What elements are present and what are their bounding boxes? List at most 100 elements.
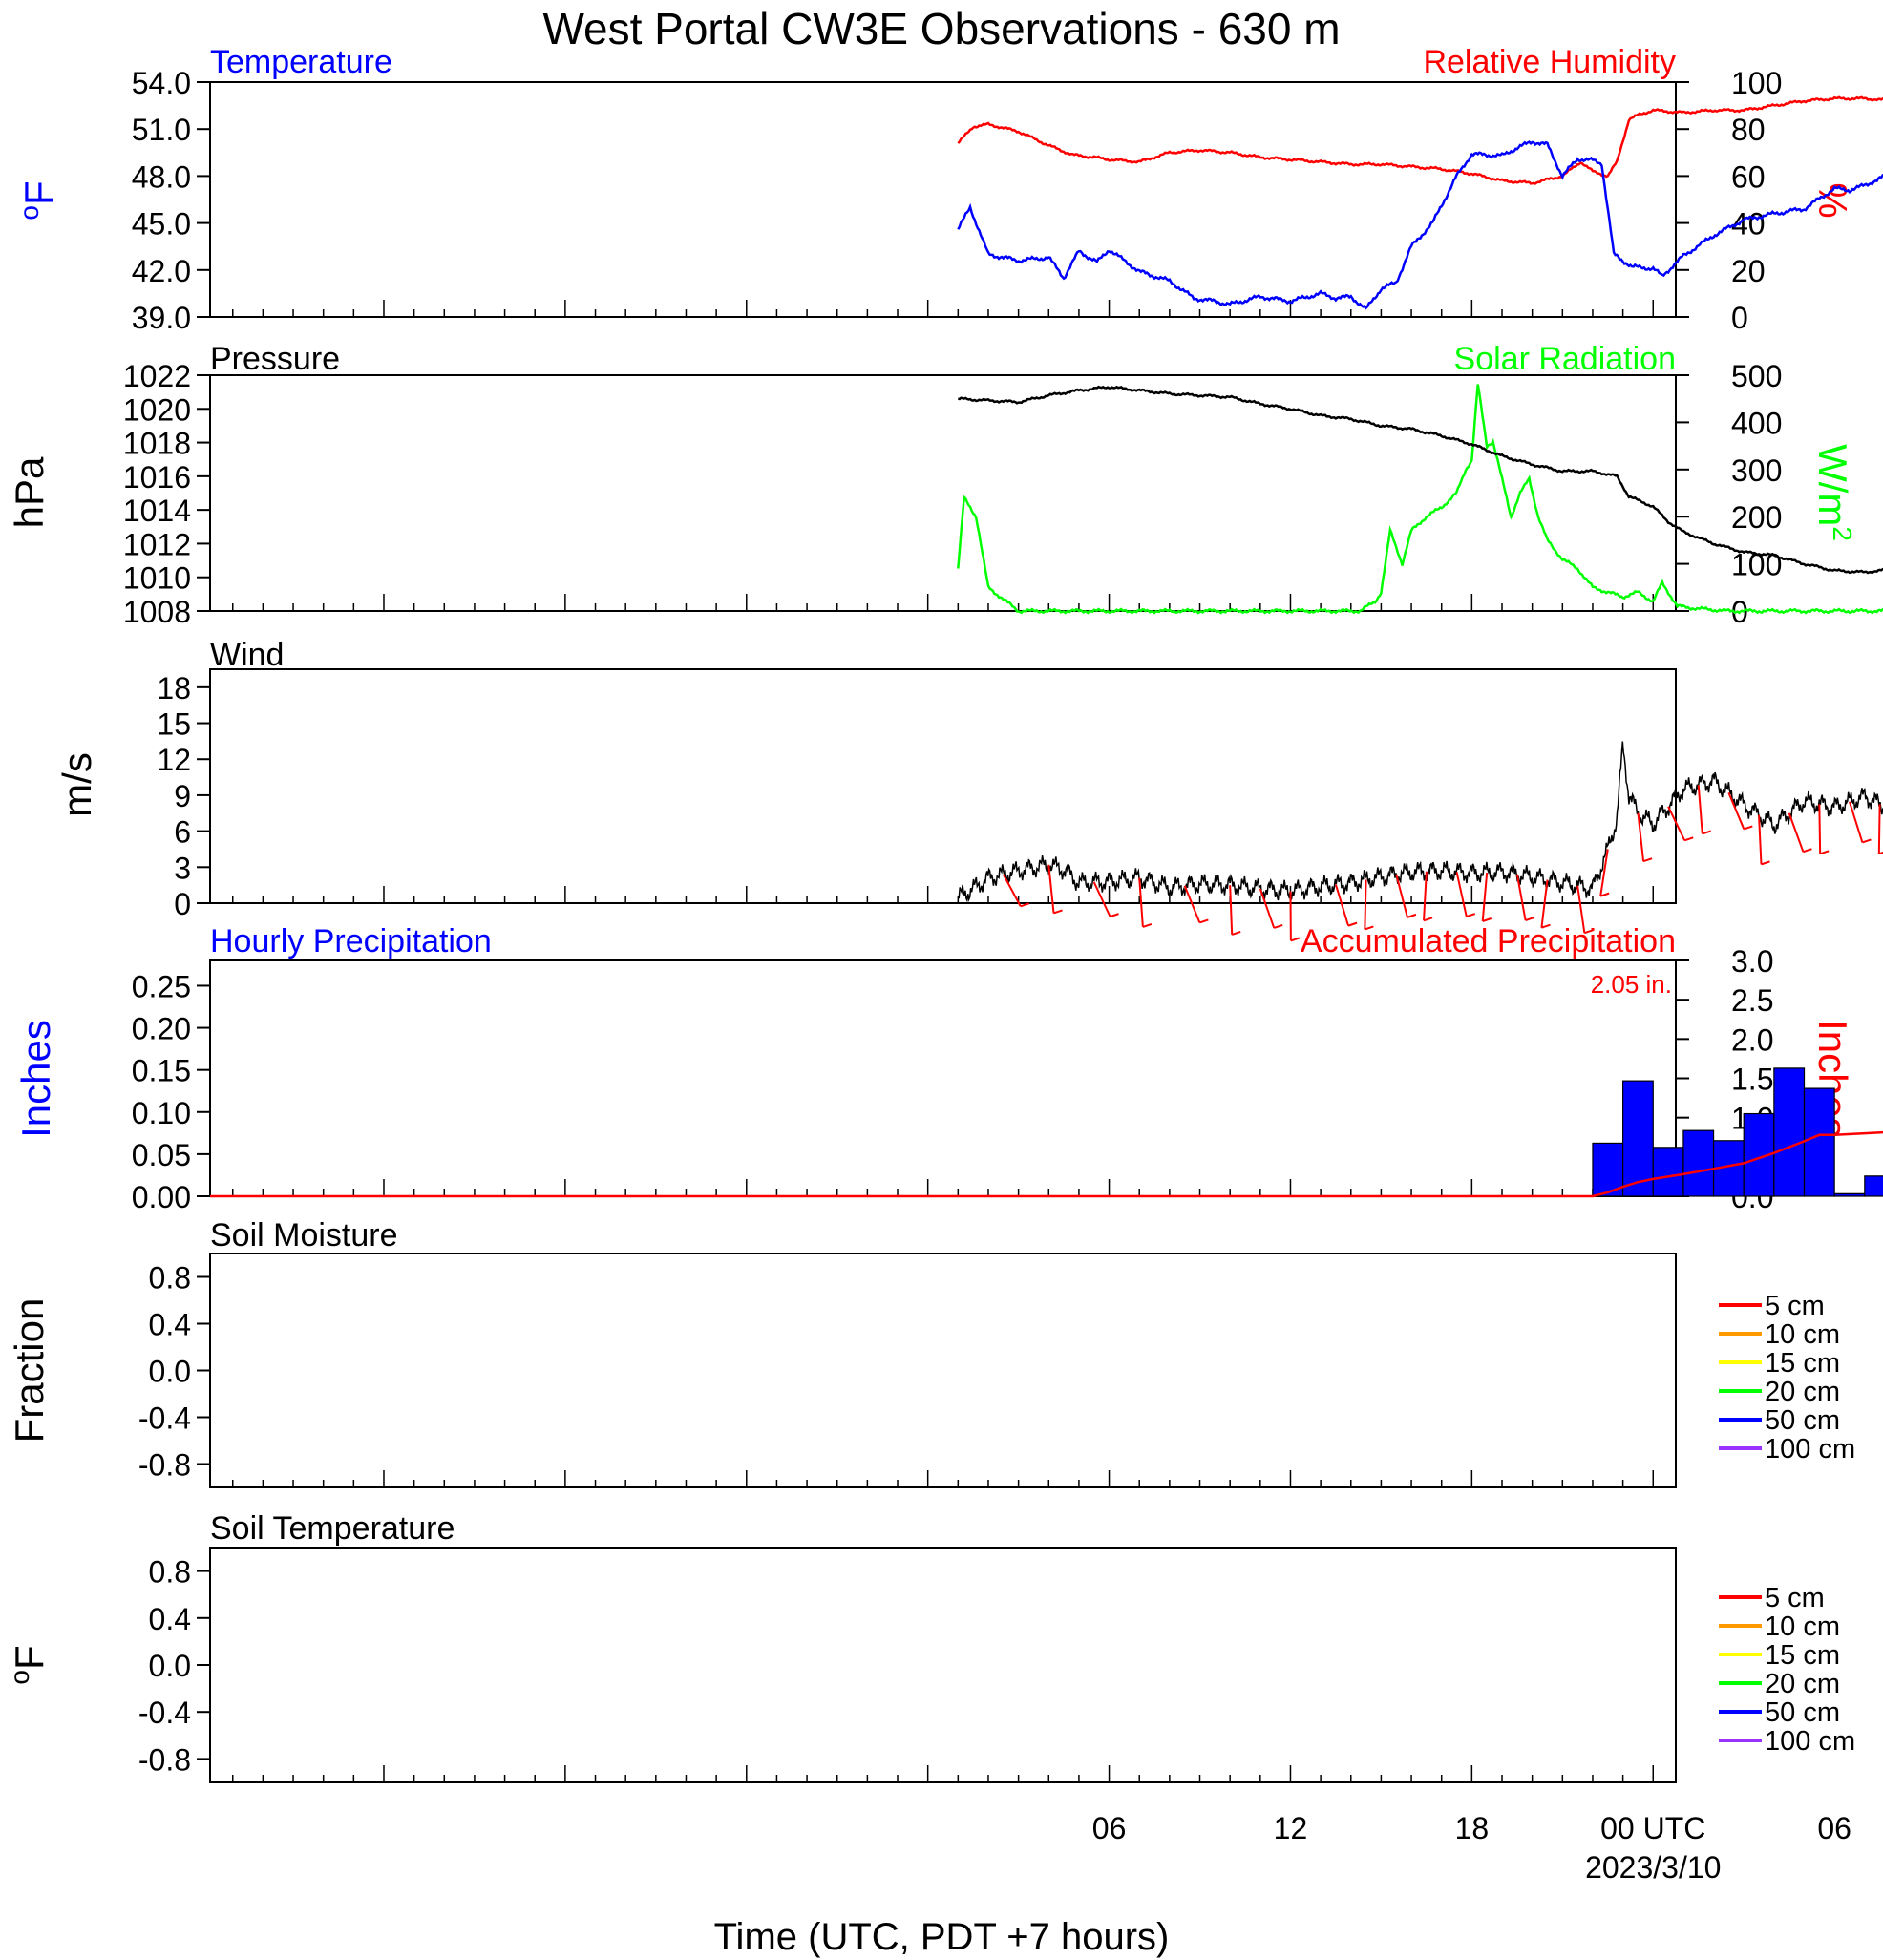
y-right-tick-label: 300 bbox=[1731, 453, 1782, 488]
hourly-precip-bar bbox=[1864, 1175, 1883, 1197]
wind-barb bbox=[1423, 871, 1428, 921]
wind-barb-flag bbox=[1466, 913, 1476, 918]
y-tick-label: 18 bbox=[157, 671, 191, 706]
solar-series-line bbox=[957, 384, 1883, 615]
wind-barb-flag bbox=[1642, 857, 1653, 863]
y-right-tick-label: 60 bbox=[1731, 159, 1766, 194]
soil-temp-axis-label: oF bbox=[5, 1645, 53, 1684]
y-tick-label: 6 bbox=[174, 815, 191, 850]
humidity-series-line bbox=[957, 95, 1883, 185]
y-tick-label: 1008 bbox=[123, 595, 191, 629]
solar-axis-label: W/m2 bbox=[1810, 444, 1858, 541]
y-tick-label: 0 bbox=[174, 887, 191, 921]
pressure-axis-label: hPa bbox=[7, 456, 52, 528]
wind-barb bbox=[1481, 872, 1489, 922]
y-tick-label: 1014 bbox=[123, 494, 191, 528]
legend-label: 10 cm bbox=[1765, 1612, 1840, 1642]
wind-barb bbox=[1576, 885, 1586, 934]
y-tick-label: 0.10 bbox=[132, 1096, 191, 1130]
y-tick-label: 48.0 bbox=[132, 159, 191, 194]
wind-barb bbox=[1138, 877, 1144, 928]
y-tick-label: -0.4 bbox=[138, 1402, 191, 1436]
wind-barb-flag bbox=[1584, 929, 1594, 935]
wind-barb-flag bbox=[1231, 931, 1241, 936]
wind-series-line bbox=[957, 741, 1883, 903]
wind-barb-flag bbox=[1407, 913, 1417, 918]
y-tick-label: 12 bbox=[157, 743, 191, 777]
wind-barb-flag bbox=[1110, 913, 1119, 918]
wind-barb bbox=[1667, 806, 1686, 841]
wind-barb-flag bbox=[1347, 921, 1358, 927]
legend-label: 50 cm bbox=[1765, 1697, 1840, 1728]
plot-frame bbox=[209, 668, 1677, 904]
figure-title: West Portal CW3E Observations - 630 m bbox=[542, 4, 1340, 53]
y-tick-label: 0.4 bbox=[149, 1602, 191, 1636]
legend-label: 5 cm bbox=[1765, 1583, 1825, 1613]
soil-moisture-title: Soil Moisture bbox=[210, 1217, 398, 1254]
precipitation-panel: 0.000.050.100.150.200.250.00.51.01.52.02… bbox=[13, 923, 1883, 1214]
y-tick-label: 0.4 bbox=[149, 1308, 191, 1342]
wind-barb-flag bbox=[1761, 860, 1770, 866]
x-tick-label: 06 bbox=[1817, 1811, 1851, 1845]
accum-precip-line bbox=[210, 1130, 1883, 1198]
y-right-tick-label: 1.5 bbox=[1731, 1063, 1773, 1097]
wind-axis-label: m/s bbox=[54, 752, 99, 817]
temperature-series-line bbox=[957, 140, 1883, 310]
wind-barb bbox=[1092, 881, 1111, 917]
y-tick-label: 0.20 bbox=[132, 1012, 191, 1046]
y-right-tick-label: 500 bbox=[1731, 359, 1782, 393]
wind-barb bbox=[1877, 804, 1881, 854]
legend-label: 100 cm bbox=[1765, 1726, 1855, 1757]
fraction-axis-label: Fraction bbox=[7, 1298, 52, 1444]
wind-barb-flag bbox=[1819, 850, 1830, 855]
y-tick-label: 1010 bbox=[123, 561, 191, 596]
x-tick-label: 12 bbox=[1274, 1811, 1308, 1845]
y-tick-label: 0.15 bbox=[132, 1054, 191, 1088]
hourly-precip-title: Hourly Precipitation bbox=[210, 923, 492, 959]
x-tick-label: 06 bbox=[1092, 1811, 1127, 1845]
y-tick-label: 45.0 bbox=[132, 207, 191, 242]
temperature-title: Temperature bbox=[210, 44, 392, 80]
humidity-title: Relative Humidity bbox=[1423, 44, 1676, 80]
plot-frame bbox=[209, 81, 1677, 318]
solar-title: Solar Radiation bbox=[1454, 341, 1676, 377]
y-tick-label: 3 bbox=[174, 851, 191, 885]
y-tick-label: 54.0 bbox=[132, 66, 191, 100]
wind-barb-flag bbox=[1744, 825, 1753, 831]
y-tick-label: 1020 bbox=[123, 392, 191, 427]
legend-label: 10 cm bbox=[1765, 1319, 1840, 1350]
x-tick-label: 00 UTC bbox=[1600, 1811, 1705, 1845]
wind-barb bbox=[1849, 801, 1864, 843]
wind-barb bbox=[1727, 792, 1745, 830]
wind-barb bbox=[1047, 864, 1055, 914]
legend-label: 100 cm bbox=[1765, 1434, 1855, 1465]
y-tick-label: -0.4 bbox=[138, 1696, 191, 1730]
soil-moisture-panel: -0.8 -0.4 0.0 0.4 0.8 Soil Moisture Fraction 5 … bbox=[7, 1217, 1855, 1488]
y-tick-label: 0.05 bbox=[132, 1138, 191, 1172]
x-date-label: 2023/3/10 bbox=[1585, 1850, 1721, 1885]
x-tick-label: 18 bbox=[1455, 1811, 1490, 1845]
wind-barb-flag bbox=[1541, 923, 1551, 929]
y-tick-label: 0.0 bbox=[149, 1649, 191, 1683]
pressure-series-line bbox=[958, 385, 1883, 575]
soil-temperature-title: Soil Temperature bbox=[210, 1510, 455, 1547]
y-tick-label: -0.8 bbox=[138, 1742, 191, 1777]
wind-barb-flag bbox=[1423, 917, 1433, 922]
y-tick-label: 0.0 bbox=[149, 1355, 191, 1389]
wind-barb bbox=[1540, 879, 1549, 928]
y-tick-label: 9 bbox=[174, 779, 191, 813]
wind-barb-flag bbox=[1142, 923, 1153, 928]
y-right-tick-label: 200 bbox=[1731, 500, 1782, 535]
x-axis-label: Time (UTC, PDT +7 hours) bbox=[714, 1916, 1170, 1958]
y-right-tick-label: 80 bbox=[1731, 113, 1766, 147]
wind-barb-flag bbox=[1803, 848, 1812, 854]
wind-barb-flag bbox=[1273, 923, 1283, 929]
wind-barb-flag bbox=[1482, 917, 1492, 922]
wind-title: Wind bbox=[210, 637, 284, 673]
wind-barb-flag bbox=[1199, 918, 1209, 924]
pressure-solar-panel: 1008101010121014101610181020102201002003… bbox=[7, 341, 1883, 629]
temperature-humidity-panel: 39.042.045.048.051.054.0020406080100Temp… bbox=[14, 44, 1883, 335]
accum-total-annotation: 2.05 in. bbox=[1591, 970, 1672, 999]
